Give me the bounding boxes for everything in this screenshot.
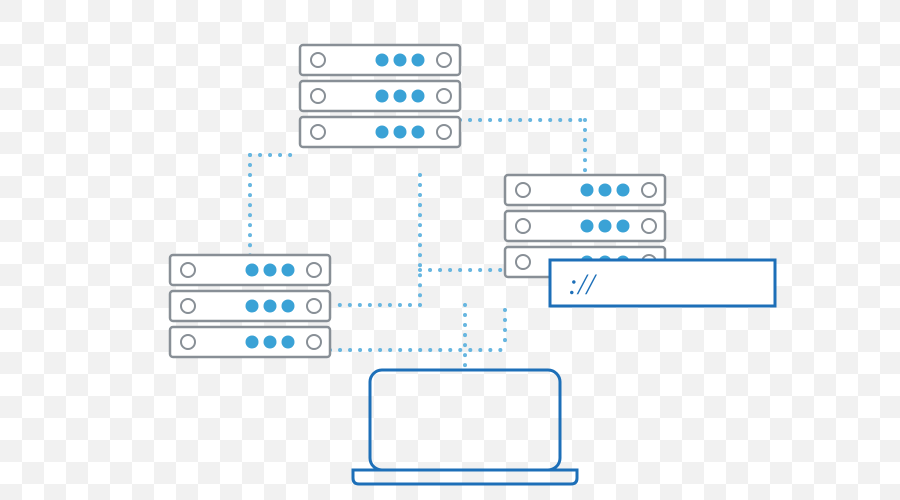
server-led-icon bbox=[599, 184, 612, 197]
server-led-icon bbox=[264, 300, 277, 313]
server-led-icon bbox=[412, 126, 425, 139]
server-led-icon bbox=[599, 220, 612, 233]
server-led-icon bbox=[282, 264, 295, 277]
diagram-canvas: :// bbox=[0, 0, 900, 500]
server-led-icon bbox=[617, 220, 630, 233]
server-led-icon bbox=[246, 300, 259, 313]
server-led-icon bbox=[282, 300, 295, 313]
server-led-icon bbox=[412, 54, 425, 67]
server-led-icon bbox=[264, 336, 277, 349]
server-led-icon bbox=[376, 90, 389, 103]
server-led-icon bbox=[617, 184, 630, 197]
address-bar: :// bbox=[550, 260, 775, 306]
server-led-icon bbox=[394, 126, 407, 139]
server-led-icon bbox=[264, 264, 277, 277]
server-stack-left bbox=[170, 255, 330, 357]
server-led-icon bbox=[246, 336, 259, 349]
server-led-icon bbox=[246, 264, 259, 277]
laptop-base bbox=[353, 470, 577, 484]
laptop-icon bbox=[353, 370, 577, 484]
laptop-screen bbox=[370, 370, 560, 470]
server-led-icon bbox=[282, 336, 295, 349]
server-led-icon bbox=[581, 184, 594, 197]
address-bar-text: :// bbox=[568, 268, 597, 301]
server-stack-top bbox=[300, 45, 460, 147]
network-diagram: :// bbox=[0, 0, 900, 500]
server-led-icon bbox=[394, 90, 407, 103]
server-led-icon bbox=[376, 126, 389, 139]
server-led-icon bbox=[581, 220, 594, 233]
server-led-icon bbox=[394, 54, 407, 67]
server-led-icon bbox=[376, 54, 389, 67]
server-led-icon bbox=[412, 90, 425, 103]
